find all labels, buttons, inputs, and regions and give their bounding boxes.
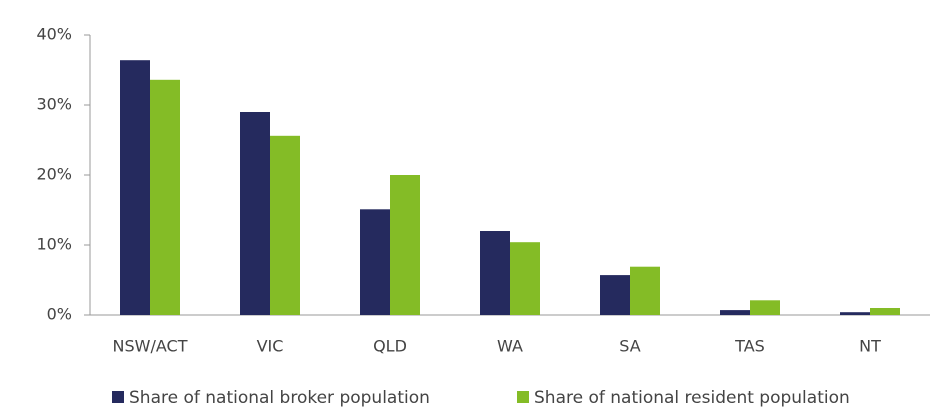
- x-tick-label: WA: [497, 337, 523, 356]
- x-tick-label: VIC: [257, 337, 284, 356]
- bar: [390, 175, 420, 315]
- bar: [840, 312, 870, 315]
- legend-label: Share of national broker population: [129, 388, 430, 407]
- bar: [360, 209, 390, 315]
- legend-label: Share of national resident population: [534, 388, 850, 407]
- x-tick-label: NSW/ACT: [113, 337, 188, 356]
- bar: [600, 275, 630, 315]
- bar: [150, 79, 180, 315]
- bar: [240, 112, 270, 315]
- legend-swatch: [517, 391, 529, 403]
- bar: [510, 242, 540, 315]
- legend-swatch: [112, 391, 124, 403]
- x-tick-label: TAS: [734, 337, 765, 356]
- bar: [120, 60, 150, 316]
- x-tick-label: SA: [619, 337, 640, 356]
- bar: [720, 310, 750, 315]
- y-tick-label: 10%: [36, 235, 72, 254]
- y-tick-label: 40%: [36, 25, 72, 44]
- y-tick-label: 30%: [36, 95, 72, 114]
- bar: [480, 231, 510, 315]
- y-tick-label: 20%: [36, 165, 72, 184]
- bar: [870, 308, 900, 315]
- bar: [750, 300, 780, 315]
- bar: [270, 135, 300, 315]
- x-tick-label: NT: [859, 337, 881, 356]
- x-tick-label: QLD: [373, 337, 407, 356]
- y-tick-label: 0%: [47, 305, 72, 324]
- bar: [630, 266, 660, 315]
